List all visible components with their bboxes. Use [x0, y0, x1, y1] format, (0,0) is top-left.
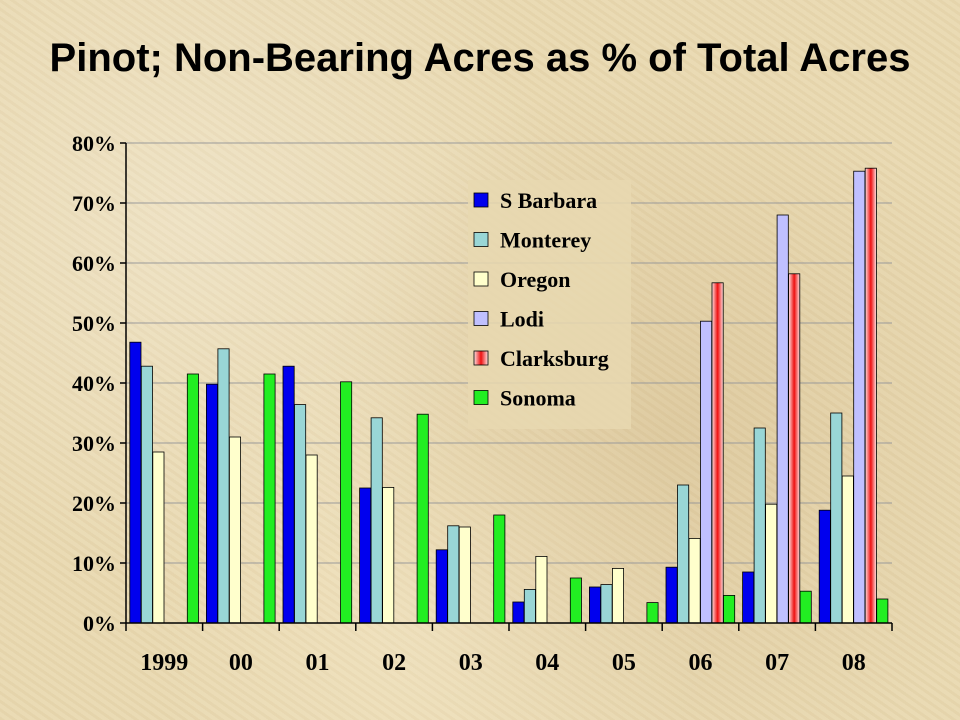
bar-clarksburg: [711, 282, 724, 624]
bar-s-barbara: [282, 365, 295, 624]
bar-sonoma: [263, 373, 276, 624]
y-tick-label: 10%: [72, 551, 116, 576]
bar-monterey: [830, 412, 843, 624]
bar-oregon: [152, 451, 165, 624]
bar-sonoma: [340, 381, 353, 624]
legend-label: Lodi: [500, 307, 544, 332]
y-tick-label: 0%: [83, 611, 116, 636]
bar-lodi: [853, 170, 866, 624]
x-tick-label: 06: [689, 650, 713, 676]
bar-sonoma: [416, 413, 429, 624]
bar-s-barbara: [359, 487, 372, 624]
x-tick-label: 03: [459, 650, 483, 676]
legend-swatch: [473, 350, 489, 366]
bar-oregon: [688, 538, 701, 624]
bar-sonoma: [493, 514, 506, 624]
legend-label: Oregon: [500, 267, 570, 292]
bar-s-barbara: [205, 383, 218, 624]
legend-swatch: [473, 232, 489, 247]
legend-label: S Barbara: [500, 188, 597, 213]
legend-label: Clarksburg: [500, 346, 609, 371]
bar-s-barbara: [435, 549, 448, 624]
legend-swatch: [473, 192, 489, 208]
bar-sonoma: [876, 598, 889, 624]
y-tick-label: 20%: [72, 491, 116, 516]
y-tick-label: 40%: [72, 371, 116, 396]
bar-monterey: [140, 365, 153, 624]
bar-clarksburg: [864, 167, 877, 624]
bar-sonoma: [186, 373, 199, 624]
legend-background: [468, 180, 631, 429]
bar-s-barbara: [589, 586, 602, 624]
bar-lodi: [700, 320, 713, 624]
x-tick-label: 08: [842, 650, 866, 676]
y-tick-label: 30%: [72, 431, 116, 456]
bar-lodi: [776, 214, 789, 624]
legend-swatch: [473, 271, 489, 287]
bar-oregon: [458, 526, 471, 624]
bar-monterey: [447, 525, 460, 624]
legend-swatch: [473, 311, 489, 326]
bar-monterey: [523, 589, 536, 624]
bar-s-barbara: [512, 601, 525, 624]
bar-s-barbara: [129, 341, 142, 624]
x-axis-ticks: 1999 00 01 02 03 04 05 06 07 08: [125, 623, 893, 676]
bar-monterey: [217, 348, 230, 624]
bar-oregon: [228, 436, 241, 624]
bar-s-barbara: [742, 571, 755, 624]
legend-label: Monterey: [500, 228, 591, 253]
bar-sonoma: [799, 590, 812, 624]
bar-oregon: [612, 568, 625, 624]
bar-sonoma: [646, 602, 659, 624]
bars: [129, 167, 889, 624]
x-tick-label: 05: [612, 650, 636, 676]
bar-monterey: [753, 427, 766, 624]
bar-oregon: [535, 556, 548, 624]
bar-sonoma: [723, 595, 736, 624]
bar-s-barbara: [818, 509, 831, 624]
bar-oregon: [382, 486, 395, 624]
y-axis-ticks: 0% 10% 20% 30% 40% 50% 60% 70% 80%: [72, 131, 126, 636]
bar-oregon: [765, 503, 778, 624]
bar-monterey: [294, 404, 307, 624]
y-tick-label: 50%: [72, 311, 116, 336]
bar-s-barbara: [665, 566, 678, 624]
bar-oregon: [305, 454, 318, 624]
bar-sonoma: [569, 577, 582, 624]
x-tick-label: 07: [765, 650, 789, 676]
x-tick-label: 02: [382, 650, 406, 676]
chart-title: Pinot; Non-Bearing Acres as % of Total A…: [49, 36, 911, 80]
x-tick-label: 00: [229, 650, 253, 676]
x-tick-label: 01: [306, 650, 330, 676]
y-tick-label: 70%: [72, 191, 116, 216]
x-tick-label: 04: [535, 650, 559, 676]
y-tick-label: 80%: [72, 131, 116, 156]
bar-clarksburg: [788, 273, 801, 624]
legend-swatch: [473, 390, 489, 405]
bar-monterey: [600, 584, 613, 624]
bar-monterey: [370, 417, 383, 624]
bar-oregon: [841, 475, 854, 624]
legend: S Barbara Monterey Oregon Lodi Clarksburg Son…: [468, 180, 631, 429]
bar-monterey: [677, 484, 690, 624]
legend-label: Sonoma: [500, 386, 576, 411]
y-tick-label: 60%: [72, 251, 116, 276]
x-tick-label: 1999: [140, 650, 188, 676]
